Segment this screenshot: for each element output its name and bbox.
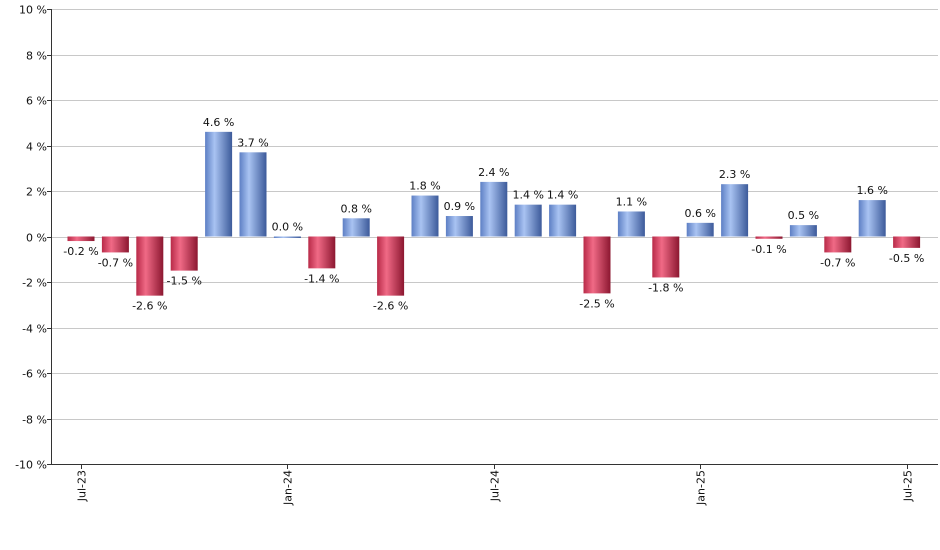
bar xyxy=(755,236,783,239)
data-label: 0.8 % xyxy=(340,202,371,215)
bar xyxy=(205,131,233,237)
x-tick-label: Jul-23 xyxy=(76,470,89,502)
data-label: -0.7 % xyxy=(98,256,133,269)
y-tick-label: 0 % xyxy=(26,232,47,245)
data-labels: -0.2 %-0.7 %-2.6 %-1.5 %4.6 %3.7 %0.0 %-… xyxy=(63,116,924,313)
x-tick-label: Jan-24 xyxy=(282,470,295,506)
bar xyxy=(721,184,749,237)
y-tick-label: -8 % xyxy=(22,414,47,427)
y-tick-label: 10 % xyxy=(19,4,47,17)
bar xyxy=(583,236,611,294)
data-label: -2.5 % xyxy=(579,297,614,310)
bar xyxy=(308,236,336,269)
y-tick-label: 4 % xyxy=(26,141,47,154)
y-tick-label: -2 % xyxy=(22,277,47,290)
data-label: -0.7 % xyxy=(820,256,855,269)
data-label: 4.6 % xyxy=(203,116,234,129)
bar xyxy=(445,216,473,237)
bar xyxy=(239,152,267,237)
bar xyxy=(411,195,439,237)
bar xyxy=(377,236,405,296)
bar xyxy=(514,204,542,237)
bar xyxy=(789,225,817,237)
data-label: -2.6 % xyxy=(132,300,167,313)
y-tick-label: 6 % xyxy=(26,95,47,108)
data-label: 2.3 % xyxy=(719,168,750,181)
bar xyxy=(617,211,645,237)
x-tick-label: Jul-24 xyxy=(489,470,502,502)
data-label: 1.8 % xyxy=(409,180,440,193)
x-tick-label: Jul-25 xyxy=(902,470,915,502)
bar xyxy=(686,222,714,237)
data-label: -1.4 % xyxy=(304,272,339,285)
axes: 10 % 8 % 6 % 4 % 2 % 0 % -2 % -4 % -6 % -8 % -10 %… xyxy=(15,4,938,506)
data-label: 0.6 % xyxy=(684,207,715,220)
bar xyxy=(893,236,921,248)
data-label: -0.2 % xyxy=(63,245,98,258)
data-label: 0.5 % xyxy=(788,209,819,222)
data-label: -0.5 % xyxy=(889,252,924,265)
bar xyxy=(480,181,508,237)
bar xyxy=(858,200,886,237)
bar xyxy=(101,236,129,253)
data-label: 1.4 % xyxy=(512,189,543,202)
x-tick-label: Jan-25 xyxy=(695,470,708,506)
y-tick-label: 8 % xyxy=(26,50,47,63)
data-label: 1.4 % xyxy=(547,189,578,202)
data-label: 1.1 % xyxy=(616,195,647,208)
bar xyxy=(342,218,370,237)
y-tick-label: 2 % xyxy=(26,186,47,199)
bar xyxy=(136,236,164,296)
data-label: -0.1 % xyxy=(751,243,786,256)
data-label: 0.9 % xyxy=(444,200,475,213)
bar xyxy=(824,236,852,253)
bar xyxy=(170,236,198,271)
bars xyxy=(67,131,921,296)
data-label: -1.5 % xyxy=(166,275,201,288)
data-label: 2.4 % xyxy=(478,166,509,179)
data-label: 1.6 % xyxy=(856,184,887,197)
bar xyxy=(549,204,577,237)
bar xyxy=(652,236,680,278)
y-tick-label: -6 % xyxy=(22,368,47,381)
y-tick-label: -10 % xyxy=(15,459,47,472)
data-label: -2.6 % xyxy=(373,300,408,313)
y-tick-label: -4 % xyxy=(22,323,47,336)
data-label: -1.8 % xyxy=(648,281,683,294)
data-label: 3.7 % xyxy=(237,136,268,149)
data-label: 0.0 % xyxy=(272,221,303,234)
bar xyxy=(273,236,301,238)
bar xyxy=(67,236,95,242)
